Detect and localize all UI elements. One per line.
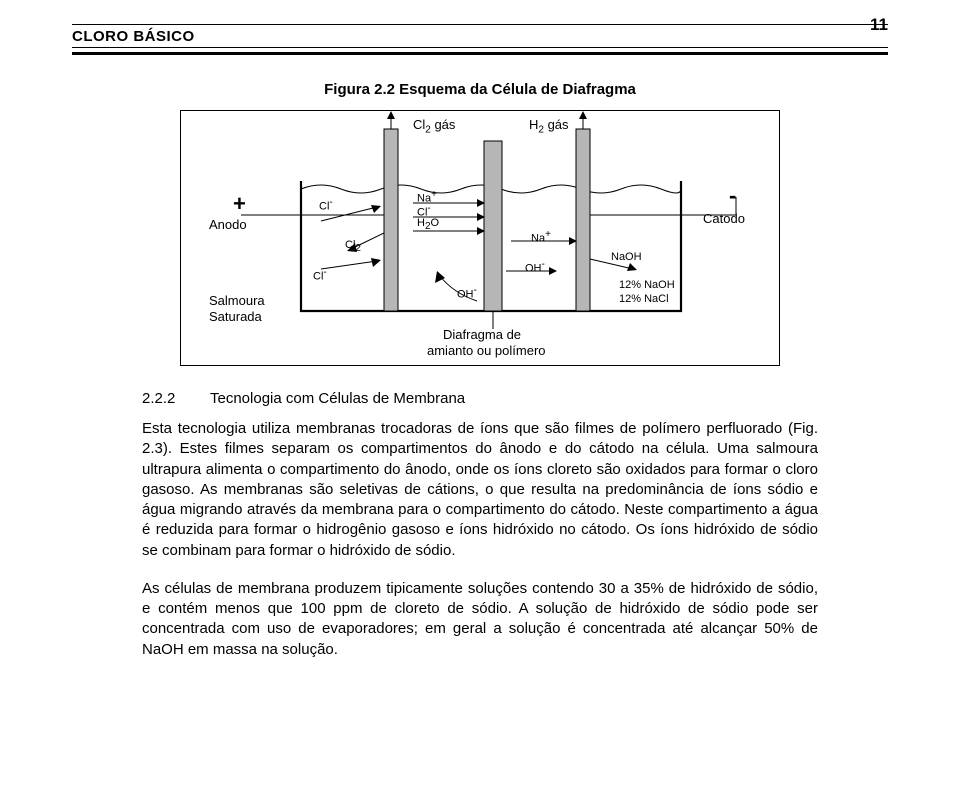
header-rule [72, 52, 888, 55]
paragraph-1: Esta tecnologia utiliza membranas trocad… [142, 419, 818, 561]
label-h2o-mid: H2O [417, 217, 439, 232]
label-pct-naoh: 12% NaOH [619, 279, 675, 291]
paragraph-2: As células de membrana produzem tipicame… [142, 579, 818, 660]
section-number: 2.2.2 [142, 390, 194, 407]
page-number: 11 [870, 15, 888, 35]
label-h2-gas: H2 gás [529, 117, 569, 136]
cathode-sign: - [729, 183, 736, 209]
label-cl2-gas: Cl2 gás [413, 117, 455, 136]
diaphragm-cell-figure: Cl2 gás H2 gás + Anodo - Catodo Salmoura… [180, 110, 780, 366]
brine-label-2: Saturada [209, 309, 262, 324]
section-heading: 2.2.2 Tecnologia com Células de Membrana [142, 390, 818, 407]
brine-label-1: Salmoura [209, 293, 265, 308]
anode-label: Anodo [209, 217, 247, 232]
cathode-label: Catodo [703, 211, 745, 226]
figure-caption: Figura 2.2 Esquema da Célula de Diafragm… [72, 81, 888, 98]
label-cl2: Cl2 [345, 239, 361, 254]
section-title: Tecnologia com Células de Membrana [210, 390, 465, 407]
label-pct-nacl: 12% NaCl [619, 293, 669, 305]
label-oh-right: OH- [525, 259, 545, 275]
diaphragm-label-1: Diafragma de [443, 327, 521, 342]
label-naoh: NaOH [611, 251, 642, 263]
anode-sign: + [233, 191, 246, 217]
label-cl-minus-in: Cl- [319, 197, 333, 213]
doc-title: CLORO BÁSICO [72, 28, 195, 45]
label-cl-minus-lower: Cl- [313, 267, 327, 283]
label-oh-left: OH- [457, 285, 477, 301]
diaphragm-label-2: amianto ou polímero [427, 343, 546, 358]
page-header: CLORO BÁSICO 11 [72, 24, 888, 48]
label-na-plus-right: Na+ [531, 229, 551, 245]
